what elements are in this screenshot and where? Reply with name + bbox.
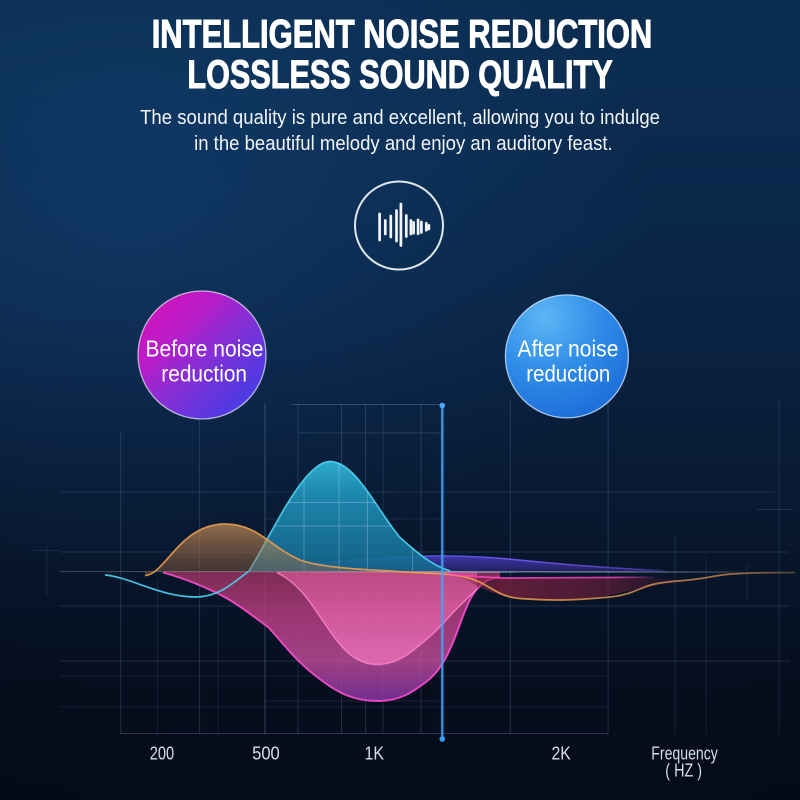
svg-text:INTELLIGENT NOISE REDUCTION: INTELLIGENT NOISE REDUCTION — [152, 13, 653, 57]
svg-text:( HZ ): ( HZ ) — [665, 760, 702, 780]
svg-text:1K: 1K — [365, 744, 385, 764]
svg-text:200: 200 — [150, 744, 174, 764]
svg-text:reduction: reduction — [161, 361, 247, 387]
svg-text:reduction: reduction — [526, 361, 610, 387]
svg-text:in the beautiful melody and en: in the beautiful melody and enjoy an aud… — [194, 132, 613, 155]
svg-text:The sound quality is pure and: The sound quality is pure and excellent,… — [140, 106, 660, 129]
svg-text:Frequency: Frequency — [651, 744, 718, 764]
svg-text:2K: 2K — [552, 744, 571, 764]
svg-text:500: 500 — [252, 744, 280, 764]
svg-text:Before noise: Before noise — [146, 336, 264, 362]
svg-text:After noise: After noise — [518, 336, 619, 362]
svg-text:LOSSLESS SOUND QUALITY: LOSSLESS SOUND QUALITY — [187, 53, 612, 97]
